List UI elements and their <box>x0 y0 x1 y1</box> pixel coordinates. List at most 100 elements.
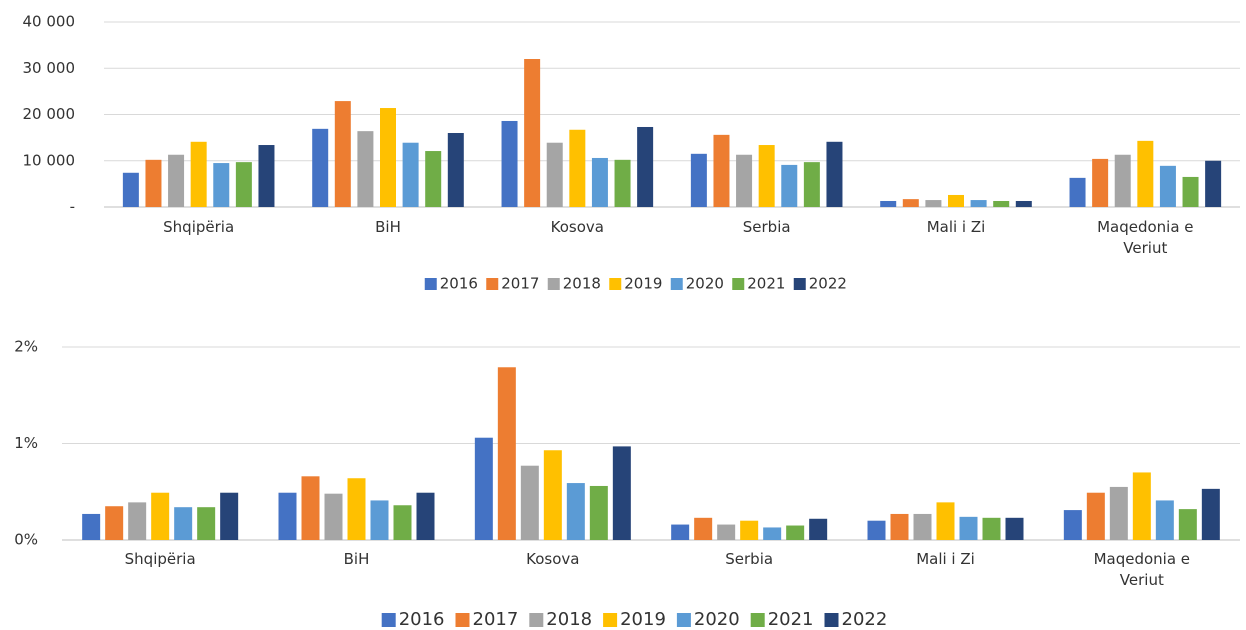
x-tick-label: BiH <box>375 218 401 236</box>
bar <box>902 199 919 207</box>
legend-label: 2017 <box>473 609 519 630</box>
bar <box>501 120 518 207</box>
legend-label: 2021 <box>747 275 785 293</box>
bar <box>589 485 608 540</box>
bar <box>740 520 759 540</box>
bar <box>826 141 843 207</box>
legend-label: 2020 <box>686 275 724 293</box>
bar <box>82 513 101 540</box>
legend-swatch <box>455 613 470 627</box>
bar <box>717 524 736 540</box>
bar <box>497 367 516 540</box>
x-tick-label: Mali i Zi <box>916 550 975 568</box>
bar <box>1137 140 1154 207</box>
bar <box>890 513 909 540</box>
bar <box>190 141 207 207</box>
y-tick-label: 40 000 <box>23 13 76 31</box>
bar <box>736 154 753 207</box>
bar <box>393 505 412 540</box>
legend-swatch <box>609 278 622 290</box>
legend-swatch <box>793 278 806 290</box>
bar <box>970 200 987 207</box>
bar <box>758 145 775 207</box>
legend-label: 2022 <box>809 275 847 293</box>
legend-label: 2018 <box>563 275 601 293</box>
bar <box>803 162 820 207</box>
bar <box>258 145 275 207</box>
bar <box>213 163 230 207</box>
bar <box>220 492 239 540</box>
bar <box>546 142 563 207</box>
bar <box>380 108 396 207</box>
bar <box>324 493 343 540</box>
x-tick-label: Kosova <box>526 550 580 568</box>
bar <box>235 162 252 207</box>
bar <box>612 446 631 540</box>
bar <box>781 164 798 207</box>
bar <box>1086 492 1105 540</box>
bar <box>474 437 493 540</box>
x-tick-label: Shqipëria <box>124 550 196 568</box>
bar <box>174 507 193 540</box>
legend-label: 2016 <box>399 609 445 630</box>
bar <box>447 133 464 207</box>
bar <box>925 200 942 207</box>
bar <box>614 159 631 207</box>
bar <box>278 492 297 540</box>
legend-label: 2020 <box>694 609 740 630</box>
bar <box>312 128 329 207</box>
legend-swatch <box>824 613 839 627</box>
legend-swatch <box>424 278 437 290</box>
x-tick-label: Shqipëria <box>163 218 235 236</box>
bar <box>713 134 730 207</box>
bar <box>334 101 351 207</box>
bar <box>809 518 828 540</box>
bar <box>1159 165 1176 207</box>
bar <box>569 129 586 207</box>
y-tick-label: 30 000 <box>23 59 76 77</box>
legend-label: 2021 <box>768 609 814 630</box>
bar <box>959 516 978 540</box>
bar <box>637 126 654 207</box>
bar <box>520 465 539 540</box>
bar <box>566 483 585 540</box>
y-tick-label: 0% <box>14 531 38 549</box>
y-tick-label: 20 000 <box>23 105 76 123</box>
bar <box>948 194 964 207</box>
legend-swatch <box>381 613 396 627</box>
bar <box>1092 158 1109 207</box>
x-tick-label: Kosova <box>550 218 604 236</box>
bar <box>543 450 562 540</box>
bar <box>982 517 1001 540</box>
bar <box>1182 176 1199 207</box>
legend-swatch <box>547 278 560 290</box>
y-tick-label: 1% <box>14 434 38 452</box>
bar <box>913 513 932 540</box>
bar <box>128 502 147 540</box>
bar <box>1063 510 1082 540</box>
legend-swatch <box>486 278 499 290</box>
bar <box>1178 509 1197 540</box>
bar <box>1114 154 1131 207</box>
y-tick-label: - <box>70 198 75 216</box>
legend-label: 2019 <box>620 609 666 630</box>
legend-label: 2022 <box>842 609 888 630</box>
legend-label: 2018 <box>546 609 592 630</box>
bar <box>671 524 690 540</box>
bar <box>880 200 897 207</box>
bar <box>763 527 782 540</box>
legend-label: 2017 <box>501 275 539 293</box>
bar <box>591 157 608 207</box>
bar <box>357 131 374 207</box>
bar <box>1205 160 1222 207</box>
x-tick-label: Serbia <box>725 550 774 568</box>
x-tick-label: Serbia <box>742 218 791 236</box>
bar <box>402 142 419 207</box>
bar <box>1109 486 1128 540</box>
legend-label: 2016 <box>440 275 478 293</box>
bar <box>1132 472 1151 540</box>
bar <box>301 476 320 540</box>
x-tick-label: BiH <box>343 550 370 568</box>
bar <box>151 492 170 540</box>
